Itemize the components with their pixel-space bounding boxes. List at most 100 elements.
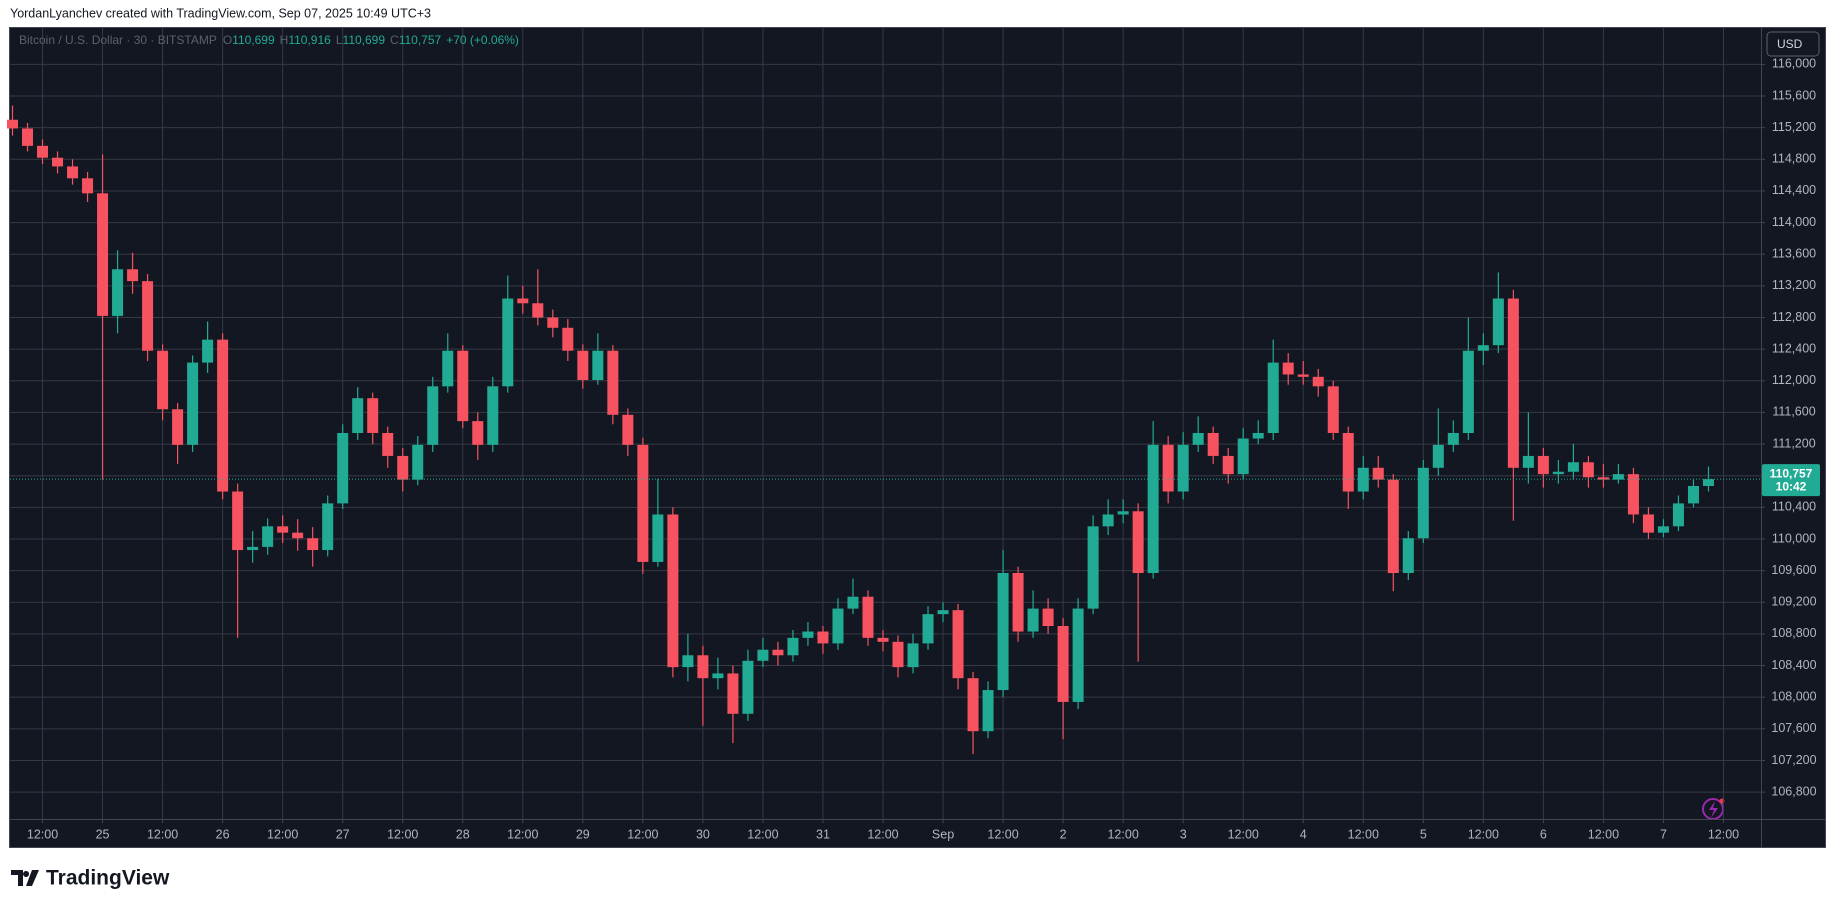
candle-body xyxy=(307,538,319,551)
candle-body xyxy=(1507,298,1519,468)
x-tick-label: 30 xyxy=(696,827,710,841)
candle-body xyxy=(892,641,904,668)
y-tick-label: 111,200 xyxy=(1772,436,1815,450)
candle-body xyxy=(247,546,259,551)
y-tick-label: 111,600 xyxy=(1772,405,1815,419)
candle-body xyxy=(52,157,64,167)
x-tick-label: 7 xyxy=(1660,827,1667,841)
x-tick-label: 12:00 xyxy=(507,827,538,841)
candle-body xyxy=(1042,608,1054,626)
x-tick-label: 12:00 xyxy=(1468,827,1499,841)
candle-body xyxy=(637,444,649,562)
candle-body xyxy=(1672,503,1684,527)
legend-value: 110,699 xyxy=(343,33,386,47)
candle-body xyxy=(1342,432,1354,492)
candle-body xyxy=(397,455,409,480)
y-tick-label: 108,800 xyxy=(1771,626,1816,640)
currency-button[interactable] xyxy=(1766,31,1820,57)
x-tick-label: 12:00 xyxy=(1708,827,1739,841)
y-tick-label: 107,200 xyxy=(1771,753,1816,767)
candle-body xyxy=(157,350,169,410)
y-tick-label: 110,000 xyxy=(1772,531,1816,545)
candle-body xyxy=(997,572,1009,691)
candle-body xyxy=(1282,362,1294,375)
candle-body xyxy=(877,637,889,642)
candle-body xyxy=(907,643,919,668)
candle-body xyxy=(202,339,214,363)
x-tick-label: 31 xyxy=(816,827,830,841)
candle-body xyxy=(1207,432,1219,456)
candle-body xyxy=(982,690,994,732)
legend-value: 110,916 xyxy=(288,33,331,47)
legend-key: H xyxy=(280,33,289,47)
y-tick-label: 109,600 xyxy=(1771,563,1816,577)
candle-body xyxy=(727,673,739,714)
candle-body xyxy=(757,649,769,661)
candle-body xyxy=(1222,455,1234,475)
x-tick-label: 6 xyxy=(1540,827,1547,841)
candle-body xyxy=(412,444,424,480)
candle-body xyxy=(967,678,979,732)
candle-body xyxy=(1252,432,1264,439)
candle-body xyxy=(922,614,934,644)
candle-body xyxy=(802,631,814,638)
x-tick-label: 4 xyxy=(1300,827,1307,841)
candle-body xyxy=(1657,526,1669,533)
candle-body xyxy=(1597,477,1609,480)
x-tick-label: 2 xyxy=(1060,827,1067,841)
candle-body xyxy=(142,281,154,351)
candle-body xyxy=(622,414,634,445)
candle-body xyxy=(1462,350,1474,433)
candle-body xyxy=(1297,374,1309,377)
y-tick-label: 107,600 xyxy=(1771,721,1816,735)
y-tick-label: 115,200 xyxy=(1772,120,1816,134)
candle-body xyxy=(442,350,454,387)
x-tick-label: 12:00 xyxy=(387,827,418,841)
candle-body xyxy=(6,119,19,129)
candle-body xyxy=(1162,444,1174,492)
y-tick-label: 109,200 xyxy=(1771,595,1816,609)
candle-body xyxy=(697,655,709,679)
candle-body xyxy=(1327,386,1339,433)
legend-key: L xyxy=(336,33,343,47)
candle-body xyxy=(1642,514,1654,533)
candle-body xyxy=(1312,376,1324,387)
x-tick-label: 3 xyxy=(1180,827,1187,841)
candle-body xyxy=(682,655,694,668)
chart-frame xyxy=(9,27,1826,848)
candle-body xyxy=(502,298,514,387)
candle-body xyxy=(1237,438,1249,475)
candle-body xyxy=(1627,474,1639,515)
x-tick-label: 12:00 xyxy=(1107,827,1138,841)
candle-body xyxy=(1132,511,1144,573)
candle-body xyxy=(1267,362,1279,433)
x-tick-label: 12:00 xyxy=(627,827,658,841)
x-tick-label: 25 xyxy=(96,827,110,841)
candle-body xyxy=(742,660,754,714)
x-tick-label: 12:00 xyxy=(147,827,178,841)
icon-bolt xyxy=(1709,801,1718,818)
candle-body xyxy=(37,145,49,158)
x-tick-label: 12:00 xyxy=(1588,827,1619,841)
candle-body xyxy=(577,350,589,380)
candle-body xyxy=(457,350,469,422)
candle-body xyxy=(712,673,724,679)
brand-name: TradingView xyxy=(46,867,170,890)
candle-body xyxy=(1087,526,1099,609)
currency-label: USD xyxy=(1777,37,1803,51)
y-tick-label: 112,800 xyxy=(1772,310,1816,324)
candle-body xyxy=(112,269,124,316)
candle-body xyxy=(952,610,964,679)
candle-body xyxy=(1387,479,1399,573)
candle-body xyxy=(1447,432,1459,445)
y-tick-label: 115,600 xyxy=(1772,88,1816,102)
candle-body xyxy=(1492,298,1504,346)
x-tick-label: 12:00 xyxy=(267,827,298,841)
candle-body xyxy=(1357,467,1369,492)
candle-body xyxy=(292,532,304,539)
candle-body xyxy=(1012,572,1024,632)
y-tick-label: 108,400 xyxy=(1771,658,1816,672)
y-tick-label: 110,400 xyxy=(1772,500,1816,514)
brand-logo: TradingView xyxy=(11,867,170,890)
x-tick-label: 12:00 xyxy=(987,827,1018,841)
